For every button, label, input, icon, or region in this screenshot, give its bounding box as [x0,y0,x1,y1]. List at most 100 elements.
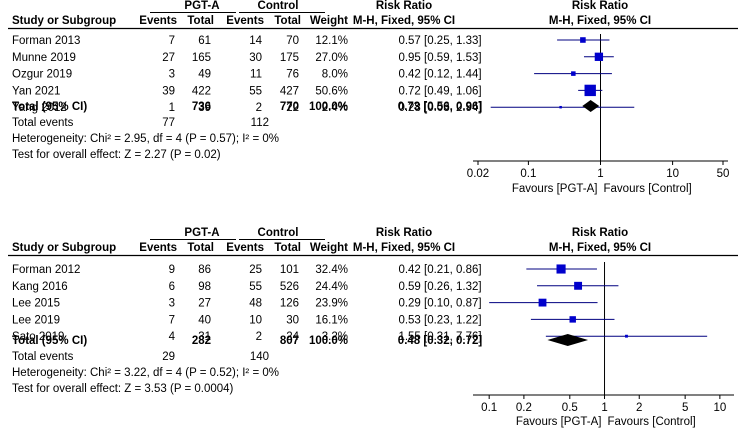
weight-value: 16.1% [315,314,348,326]
favours-left-label: Favours [PGT-A] [512,183,598,195]
x-tick-label: 1 [597,168,603,180]
study-name: Lee 2015 [12,298,60,310]
study-row: Yan 2021 39 422 55 427 50.6% 0.72 [0.49, 1.06] [12,84,603,97]
weight-value: 27.0% [315,52,348,64]
risk-ratio-ci: 0.42 [0.21, 0.86] [398,264,481,276]
total-pgta: 49 [198,69,211,81]
total-pgta: 31 [198,331,211,343]
study-row: Forman 2012 9 86 25 101 32.4% 0.42 [0.21, 0.86… [12,264,597,276]
x-tick-label: 10 [666,168,679,180]
effect-square [594,52,604,61]
events-control: 11 [250,69,262,81]
total-control: 526 [280,281,299,293]
study-header: Study or Subgroup [12,242,116,254]
total-control: 30 [286,314,299,326]
total1-header: Total [187,242,214,254]
total-pgta: 27 [198,298,211,310]
total-pgta: 165 [192,52,211,64]
events-control: 48 [249,298,262,310]
events-control: 10 [249,314,262,326]
total-n-control: 770 [280,101,299,113]
effect-square [559,105,562,109]
overall-effect-text: Test for overall effect: Z = 3.53 (P = 0… [12,383,234,395]
study-name: Yang 2012 [12,102,67,114]
events-pgta: 27 [162,52,175,64]
total-events-pgta: 29 [162,351,175,363]
events-pgta: 9 [169,264,175,276]
total-pgta: 39 [198,102,211,114]
plot-header-title: Risk Ratio [572,0,628,12]
events1-header: Events [139,242,177,254]
effect-square [569,316,576,323]
effect-square [574,281,583,290]
total-control: 175 [280,52,299,64]
total1-header: Total [187,15,214,27]
total-pgta: 40 [198,314,211,326]
events-control: 2 [256,331,262,343]
total-n-control: 807 [280,335,299,347]
risk-ratio-ci: 0.59 [0.26, 1.32] [398,281,481,293]
study-row: Munne 2019 27 165 30 175 27.0% 0.95 [0.59, 1.5… [12,52,614,64]
forest-panel-1: PGT-A Control Risk Ratio Risk Ratio Study or… [8,0,738,195]
weight-value: 2.4% [322,102,348,114]
events2-header: Events [226,15,264,27]
risk-ratio-ci: 1.55 [0.31, 7.76] [398,331,481,343]
total-risk-ratio-ci: 0.48 [0.32, 0.72] [398,335,483,347]
x-tick-label: 0.1 [481,402,497,414]
total-n-pgta: 282 [192,335,211,347]
risk-ratio-ci: 0.53 [0.23, 1.22] [398,314,481,326]
total-control: 22 [286,102,299,114]
x-tick-label: 1 [601,402,607,414]
events-control: 30 [249,52,262,64]
plot-header-method: M-H, Fixed, 95% CI [549,15,651,27]
total-control: 427 [280,85,299,97]
plot-header-title: Risk Ratio [572,227,628,239]
events-pgta: 7 [169,314,175,326]
pooled-effect-diamond [582,100,600,112]
study-row: Sato 2019 4 31 2 24 3.2% 1.55 [0.31, 7.76] [12,331,708,343]
events-pgta: 6 [169,281,175,293]
total-control: 126 [280,298,299,310]
effect-square [538,298,547,307]
study-name: Forman 2013 [12,35,80,47]
study-name: Yan 2021 [12,85,60,97]
total-pgta: 98 [198,281,211,293]
events-pgta: 4 [169,331,176,343]
weight-value: 3.2% [322,331,348,343]
total-pgta: 86 [198,264,211,276]
plot-header-method: M-H, Fixed, 95% CI [549,242,651,254]
risk-ratio-ci: 0.95 [0.59, 1.53] [398,52,481,64]
x-tick-label: 0.5 [562,402,578,414]
study-row: Forman 2013 7 61 14 70 12.1% 0.57 [0.25, 1.33] [12,35,610,47]
weight-value: 24.4% [315,281,348,293]
total-events-control: 112 [251,117,269,129]
effect-square [580,37,586,43]
favours-right-label: Favours [Control] [608,416,696,428]
study-row: Lee 2015 3 27 48 126 23.9% 0.29 [0.10, 0.87] [12,298,598,310]
risk-ratio-ci: 0.72 [0.49, 1.06] [398,85,481,97]
events-control: 14 [249,35,262,47]
heterogeneity-text: Heterogeneity: Chi² = 3.22, df = 4 (P = … [12,367,279,379]
total-label: Total (95% CI) [12,335,87,347]
events-pgta: 3 [169,69,175,81]
ratio-header-title: Risk Ratio [376,0,432,12]
study-name: Munne 2019 [12,52,76,64]
x-tick-label: 10 [713,402,726,414]
study-row: Kang 2016 6 98 55 526 24.4% 0.59 [0.26, 1.32] [12,281,619,293]
effect-square [571,71,576,76]
favours-left-label: Favours [PGT-A] [516,416,602,428]
x-tick-label: 5 [682,402,688,414]
events-pgta: 7 [169,35,175,47]
events2-header: Events [226,242,264,254]
ratio-header-method: M-H, Fixed, 95% CI [353,242,455,254]
total-control: 76 [286,69,299,81]
group1-header: PGT-A [184,0,219,12]
x-tick-label: 2 [636,402,642,414]
total-label: Total (95% CI) [12,101,87,113]
events-control: 25 [249,264,262,276]
total-pgta: 422 [192,85,211,97]
effect-square [556,264,566,274]
effect-square [625,334,628,338]
total2-header: Total [274,15,301,27]
